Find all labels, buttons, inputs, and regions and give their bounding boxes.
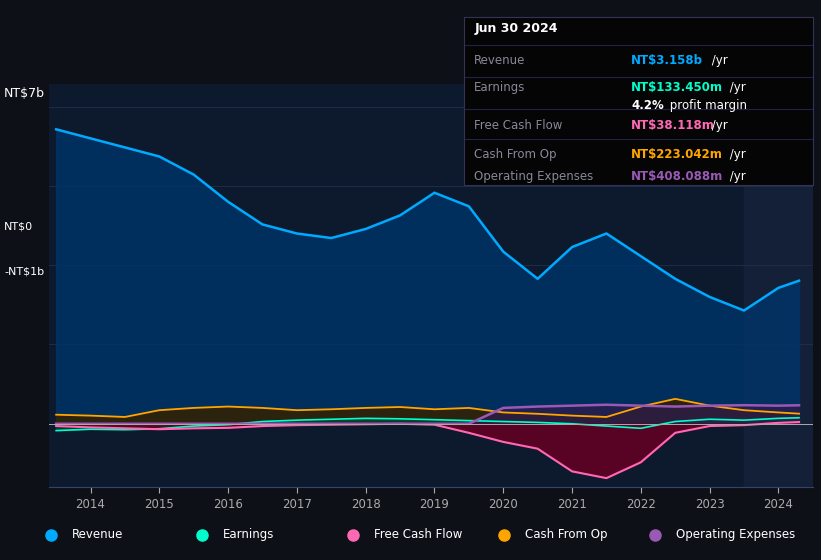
Text: /yr: /yr — [726, 81, 745, 94]
Bar — [744, 84, 819, 487]
Text: Free Cash Flow: Free Cash Flow — [475, 119, 562, 132]
Text: NT$223.042m: NT$223.042m — [631, 148, 723, 161]
Text: Revenue: Revenue — [72, 528, 123, 542]
Text: 4.2%: 4.2% — [631, 99, 664, 113]
Text: /yr: /yr — [708, 54, 728, 67]
Text: /yr: /yr — [708, 119, 728, 132]
Text: NT$38.118m: NT$38.118m — [631, 119, 715, 132]
Text: Earnings: Earnings — [475, 81, 525, 94]
Text: /yr: /yr — [726, 170, 745, 183]
Text: -NT$1b: -NT$1b — [4, 267, 44, 277]
Text: Revenue: Revenue — [475, 54, 525, 67]
Text: /yr: /yr — [726, 148, 745, 161]
Text: NT$0: NT$0 — [4, 222, 33, 232]
Text: NT$3.158b: NT$3.158b — [631, 54, 704, 67]
Text: Earnings: Earnings — [223, 528, 274, 542]
Text: NT$7b: NT$7b — [4, 87, 45, 100]
Text: Operating Expenses: Operating Expenses — [475, 170, 594, 183]
Text: Free Cash Flow: Free Cash Flow — [374, 528, 462, 542]
Text: Operating Expenses: Operating Expenses — [677, 528, 796, 542]
Text: Jun 30 2024: Jun 30 2024 — [475, 22, 557, 35]
Text: Cash From Op: Cash From Op — [525, 528, 608, 542]
Text: Cash From Op: Cash From Op — [475, 148, 557, 161]
Text: NT$133.450m: NT$133.450m — [631, 81, 723, 94]
Text: profit margin: profit margin — [667, 99, 747, 113]
Text: NT$408.088m: NT$408.088m — [631, 170, 723, 183]
